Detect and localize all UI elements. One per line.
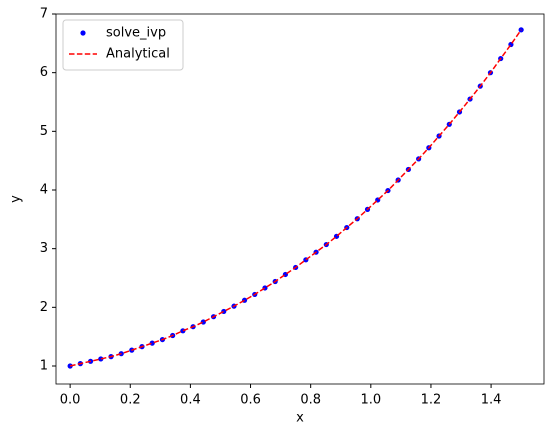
x-tick-label: 0.8 xyxy=(300,393,321,408)
data-point xyxy=(200,319,206,325)
y-tick-label: 1 xyxy=(40,358,48,373)
legend-label: Analytical xyxy=(106,47,170,62)
data-point xyxy=(221,308,227,315)
x-axis-label: x xyxy=(296,411,304,426)
y-axis-label: y xyxy=(9,195,24,203)
data-point xyxy=(98,356,104,362)
x-tick-label: 0.4 xyxy=(180,393,201,408)
y-tick-label: 7 xyxy=(40,7,48,22)
x-tick-label: 0.6 xyxy=(240,393,261,408)
y-tick-label: 2 xyxy=(40,300,48,315)
data-point xyxy=(149,340,155,346)
x-tick-label: 1.2 xyxy=(421,393,442,408)
legend-marker xyxy=(80,30,86,36)
line xyxy=(69,29,522,367)
y-tick-label: 4 xyxy=(40,182,48,197)
x-tick-label: 1.0 xyxy=(360,393,381,408)
y-tick-label: 3 xyxy=(40,241,48,256)
y-tick-label: 6 xyxy=(40,65,48,80)
plot-frame xyxy=(55,13,545,385)
x-tick-label: 0.2 xyxy=(120,393,141,408)
x-tick-label: 1.4 xyxy=(481,393,502,408)
y-tick-label: 5 xyxy=(40,124,48,139)
data-point xyxy=(518,27,524,33)
legend-label: solve_ivp xyxy=(106,26,166,41)
x-tick-label: 0.0 xyxy=(60,393,81,408)
legend-box xyxy=(62,19,184,71)
legend: solve_ivp Analytical xyxy=(62,19,184,71)
